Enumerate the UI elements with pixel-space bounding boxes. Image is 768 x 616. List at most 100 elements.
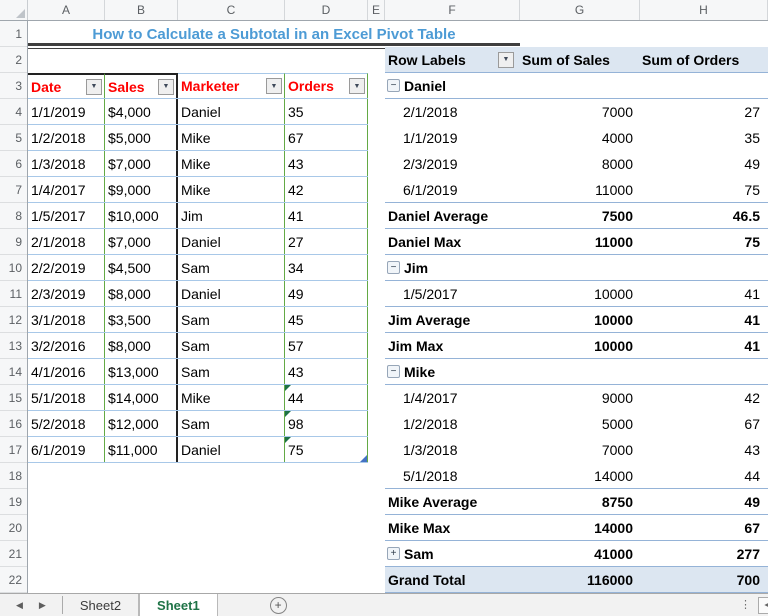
row-header-20[interactable]: 20 bbox=[0, 515, 27, 541]
expand-button-sam[interactable]: + bbox=[387, 547, 400, 560]
cell-G5[interactable]: 4000 bbox=[520, 125, 640, 151]
cell-F18[interactable]: 5/1/2018 bbox=[385, 463, 520, 488]
filter-button-date[interactable]: ▼ bbox=[86, 78, 102, 95]
filter-button-orders[interactable]: ▼ bbox=[349, 78, 365, 94]
row-header-6[interactable]: 6 bbox=[0, 151, 27, 177]
cell-F2[interactable]: Row Labels ▼ bbox=[385, 47, 520, 72]
row-header-8[interactable]: 8 bbox=[0, 203, 27, 229]
cell-C10[interactable]: Sam bbox=[178, 255, 285, 280]
cell-H8[interactable]: 46.5 bbox=[640, 203, 768, 228]
cell-H16[interactable]: 67 bbox=[640, 411, 768, 437]
row-header-14[interactable]: 14 bbox=[0, 359, 27, 385]
select-all-corner[interactable] bbox=[0, 0, 28, 20]
row-header-4[interactable]: 4 bbox=[0, 99, 27, 125]
cell-F10[interactable]: − Jim bbox=[385, 255, 520, 280]
row-header-1[interactable]: 1 bbox=[0, 21, 27, 47]
filter-button-marketer[interactable]: ▼ bbox=[266, 78, 282, 94]
cell-A7[interactable]: 1/4/2017 bbox=[28, 177, 105, 202]
cell-B11[interactable]: $8,000 bbox=[105, 281, 178, 306]
cell-G12[interactable]: 10000 bbox=[520, 307, 640, 332]
cell-B15[interactable]: $14,000 bbox=[105, 385, 178, 410]
row-header-13[interactable]: 13 bbox=[0, 333, 27, 359]
cell-D16[interactable]: 98 bbox=[285, 411, 368, 436]
cell-A13[interactable]: 3/2/2016 bbox=[28, 333, 105, 358]
cell-C17[interactable]: Daniel bbox=[178, 437, 285, 462]
column-header-E[interactable]: E bbox=[368, 0, 385, 20]
row-header-21[interactable]: 21 bbox=[0, 541, 27, 567]
filter-button-row-labels[interactable]: ▼ bbox=[498, 51, 514, 68]
cell-G17[interactable]: 7000 bbox=[520, 437, 640, 463]
cell-A10[interactable]: 2/2/2019 bbox=[28, 255, 105, 280]
cell-B10[interactable]: $4,500 bbox=[105, 255, 178, 280]
cell-A6[interactable]: 1/3/2018 bbox=[28, 151, 105, 176]
cell-B9[interactable]: $7,000 bbox=[105, 229, 178, 254]
row-header-22[interactable]: 22 bbox=[0, 567, 27, 593]
row-header-9[interactable]: 9 bbox=[0, 229, 27, 255]
column-header-C[interactable]: C bbox=[178, 0, 285, 20]
cell-C8[interactable]: Jim bbox=[178, 203, 285, 228]
cell-C13[interactable]: Sam bbox=[178, 333, 285, 358]
cell-D8[interactable]: 41 bbox=[285, 203, 368, 228]
cell-A8[interactable]: 1/5/2017 bbox=[28, 203, 105, 228]
cell-B6[interactable]: $7,000 bbox=[105, 151, 178, 176]
cell-H20[interactable]: 67 bbox=[640, 515, 768, 540]
row-header-5[interactable]: 5 bbox=[0, 125, 27, 151]
cell-D13[interactable]: 57 bbox=[285, 333, 368, 358]
row-header-15[interactable]: 15 bbox=[0, 385, 27, 411]
column-header-G[interactable]: G bbox=[520, 0, 640, 20]
cell-F20[interactable]: Mike Max bbox=[385, 515, 520, 540]
cell-B14[interactable]: $13,000 bbox=[105, 359, 178, 384]
cell-D12[interactable]: 45 bbox=[285, 307, 368, 332]
filter-button-sales[interactable]: ▼ bbox=[158, 78, 174, 95]
cell-H10[interactable] bbox=[640, 255, 768, 280]
cell-C16[interactable]: Sam bbox=[178, 411, 285, 436]
sheet-nav-left-icon[interactable]: ◀ bbox=[16, 599, 23, 610]
cell-F16[interactable]: 1/2/2018 bbox=[385, 411, 520, 437]
cell-A16[interactable]: 5/2/2018 bbox=[28, 411, 105, 436]
cell-G20[interactable]: 14000 bbox=[520, 515, 640, 540]
cell-C11[interactable]: Daniel bbox=[178, 281, 285, 306]
cell-H13[interactable]: 41 bbox=[640, 333, 768, 358]
add-sheet-button[interactable]: + bbox=[269, 596, 287, 614]
cell-G15[interactable]: 9000 bbox=[520, 385, 640, 411]
cell-B13[interactable]: $8,000 bbox=[105, 333, 178, 358]
cell-C14[interactable]: Sam bbox=[178, 359, 285, 384]
cell-G6[interactable]: 8000 bbox=[520, 151, 640, 177]
cell-H15[interactable]: 42 bbox=[640, 385, 768, 411]
cell-H11[interactable]: 41 bbox=[640, 281, 768, 306]
cell-B4[interactable]: $4,000 bbox=[105, 99, 178, 124]
column-header-H[interactable]: H bbox=[640, 0, 768, 20]
cell-F14[interactable]: − Mike bbox=[385, 359, 520, 384]
cell-F15[interactable]: 1/4/2017 bbox=[385, 385, 520, 411]
cell-D10[interactable]: 34 bbox=[285, 255, 368, 280]
cell-F21[interactable]: + Sam bbox=[385, 541, 520, 566]
column-header-F[interactable]: F bbox=[385, 0, 520, 20]
cell-H5[interactable]: 35 bbox=[640, 125, 768, 151]
cell-H19[interactable]: 49 bbox=[640, 489, 768, 514]
cell-B8[interactable]: $10,000 bbox=[105, 203, 178, 228]
row-header-18[interactable]: 18 bbox=[0, 463, 27, 489]
cell-D4[interactable]: 35 bbox=[285, 99, 368, 124]
cell-G19[interactable]: 8750 bbox=[520, 489, 640, 514]
cell-D5[interactable]: 67 bbox=[285, 125, 368, 150]
cell-D11[interactable]: 49 bbox=[285, 281, 368, 306]
cell-H9[interactable]: 75 bbox=[640, 229, 768, 254]
cell-H21[interactable]: 277 bbox=[640, 541, 768, 566]
cell-A17[interactable]: 6/1/2019 bbox=[28, 437, 105, 462]
cell-C5[interactable]: Mike bbox=[178, 125, 285, 150]
cell-C4[interactable]: Daniel bbox=[178, 99, 285, 124]
title-cell[interactable]: How to Calculate a Subtotal in an Excel … bbox=[28, 21, 520, 47]
row-header-16[interactable]: 16 bbox=[0, 411, 27, 437]
cell-H4[interactable]: 27 bbox=[640, 99, 768, 125]
cell-F22[interactable]: Grand Total bbox=[385, 567, 520, 592]
cell-D17[interactable]: 75 bbox=[285, 437, 368, 462]
cell-C9[interactable]: Daniel bbox=[178, 229, 285, 254]
cell-G11[interactable]: 10000 bbox=[520, 281, 640, 306]
cell-B16[interactable]: $12,000 bbox=[105, 411, 178, 436]
cell-F17[interactable]: 1/3/2018 bbox=[385, 437, 520, 463]
cell-C12[interactable]: Sam bbox=[178, 307, 285, 332]
cell-H6[interactable]: 49 bbox=[640, 151, 768, 177]
column-header-B[interactable]: B bbox=[105, 0, 178, 20]
table-resize-handle[interactable] bbox=[360, 455, 367, 462]
cell-H2[interactable]: Sum of Orders bbox=[640, 47, 768, 72]
